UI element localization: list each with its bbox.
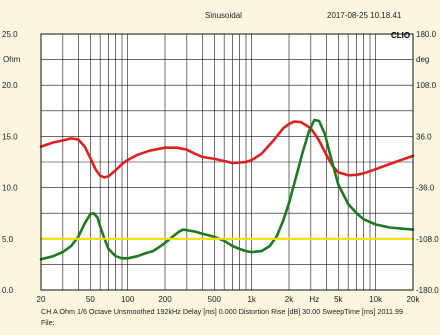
left-tick-label: 0.0 — [2, 286, 14, 295]
left-tick-label: 5.0 — [2, 235, 14, 244]
x-tick-label: 10k — [369, 295, 383, 304]
right-tick-label: 36.0 — [416, 132, 432, 141]
right-tick-label: 108.0 — [416, 81, 437, 90]
brand-logo: CLIO — [391, 31, 410, 40]
chart-title: Sinusoidal — [205, 11, 242, 20]
x-tick-label: 20k — [407, 295, 421, 304]
x-tick-label: 1k — [247, 295, 256, 304]
x-tick-label: 500 — [208, 295, 222, 304]
x-tick-label: 50 — [86, 295, 95, 304]
x-tick-label: 100 — [121, 295, 135, 304]
left-axis-unit: Ohm — [3, 55, 21, 64]
x-tick-label: 20 — [37, 295, 46, 304]
left-tick-label: 25.0 — [2, 30, 18, 39]
phase-trace — [39, 118, 415, 261]
x-tick-labels: 20 50 100 200 500 1k 2k Hz 5k 10k 20k — [37, 295, 421, 304]
x-tick-label: Hz — [309, 295, 319, 304]
left-tick-label: 10.0 — [2, 184, 18, 193]
right-tick-label: -180.0 — [416, 286, 439, 295]
right-tick-label: 180.0 — [416, 30, 437, 39]
x-tick-label: 2k — [285, 295, 294, 304]
right-tick-label: -36.0 — [416, 184, 435, 193]
x-tick-label: 5k — [334, 295, 343, 304]
plot-border — [40, 33, 414, 291]
measurement-settings: CH A Ohm 1/6 Octave Unsmoothed 192kHz De… — [41, 307, 403, 316]
timestamp: 2017-08-25 10.18.41 — [327, 11, 402, 20]
traces — [39, 118, 415, 261]
right-axis-unit: deg — [416, 55, 429, 64]
impedance-trace — [39, 120, 415, 179]
left-tick-label: 15.0 — [2, 132, 18, 141]
file-label: File: — [41, 318, 55, 327]
right-tick-label: -108.0 — [416, 235, 439, 244]
y-tick-labels: 0.0 5.0 10.0 15.0 20.0 25.0 -180.0 -108.0 -36.0 3… — [2, 30, 439, 295]
left-tick-label: 20.0 — [2, 81, 18, 90]
x-tick-label: 200 — [158, 295, 172, 304]
